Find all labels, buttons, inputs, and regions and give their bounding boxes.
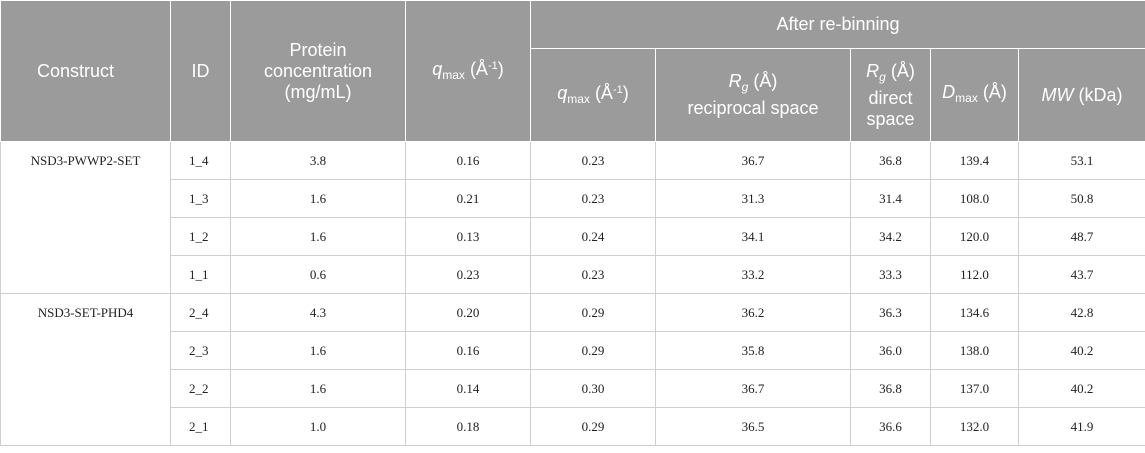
qmax-cell: 0.21: [405, 179, 531, 218]
rg-dir-cell: 36.0: [850, 331, 931, 370]
mw-cell: 50.8: [1017, 179, 1145, 218]
qmax-cell: 0.14: [405, 369, 531, 408]
qmax-cell: 0.16: [405, 141, 531, 180]
table-row: 1_1 0.6 0.23 0.23 33.2 33.3 112.0 43.7: [1, 255, 1145, 294]
id-cell: 1_1: [170, 255, 231, 294]
qmax-cell: 0.13: [405, 217, 531, 256]
qmax-rb-cell: 0.23: [530, 141, 656, 180]
header-qmax-rebinned: qmax (Å-1): [530, 48, 656, 142]
dmax-cell: 132.0: [930, 407, 1019, 446]
rg-rec-cell: 34.1: [655, 217, 851, 256]
rg-rec-cell: 36.7: [655, 369, 851, 408]
rg-dir-cell: 36.8: [850, 369, 931, 408]
qmax-rb-cell: 0.29: [530, 331, 656, 370]
header-rg-direct: Rg (Å) direct space: [850, 48, 931, 142]
header-mw: MW (kDa): [1017, 48, 1145, 142]
table-row: 1_2 1.6 0.13 0.24 34.1 34.2 120.0 48.7: [1, 217, 1145, 256]
dmax-cell: 108.0: [930, 179, 1019, 218]
dmax-cell: 112.0: [930, 255, 1019, 294]
qmax-rb-cell: 0.29: [530, 407, 656, 446]
header-after-rebinning: After re-binning: [529, 0, 1145, 49]
rg-dir-cell: 36.8: [850, 141, 931, 180]
id-cell: 2_1: [170, 407, 231, 446]
dmax-cell: 137.0: [930, 369, 1019, 408]
mw-cell: 40.2: [1017, 369, 1145, 408]
conc-cell: 3.8: [230, 141, 406, 180]
id-cell: 1_3: [170, 179, 231, 218]
header-protein-concentration: Protein concentration (mg/mL): [230, 0, 406, 142]
conc-cell: 1.6: [230, 369, 406, 408]
rg-dir-cell: 36.6: [850, 407, 931, 446]
qmax-cell: 0.18: [405, 407, 531, 446]
rg-rec-cell: 33.2: [655, 255, 851, 294]
qmax-rb-cell: 0.29: [530, 293, 656, 332]
qmax-cell: 0.23: [405, 255, 531, 294]
qmax-rb-cell: 0.24: [530, 217, 656, 256]
id-cell: 2_2: [170, 369, 231, 408]
qmax-cell: 0.20: [405, 293, 531, 332]
rg-dir-cell: 36.3: [850, 293, 931, 332]
mw-cell: 53.1: [1017, 141, 1145, 180]
mw-cell: 41.9: [1017, 407, 1145, 446]
qmax-cell: 0.16: [405, 331, 531, 370]
conc-cell: 1.0: [230, 407, 406, 446]
header-rg-reciprocal: Rg (Å) reciprocal space: [655, 48, 851, 142]
rg-rec-cell: 31.3: [655, 179, 851, 218]
conc-cell: 1.6: [230, 217, 406, 256]
conc-cell: 1.6: [230, 331, 406, 370]
header-construct: Construct: [0, 0, 171, 142]
id-cell: 1_4: [170, 141, 231, 180]
construct-cell: NSD3-SET-PHD4: [0, 293, 171, 446]
qmax-rb-cell: 0.23: [530, 255, 656, 294]
table-row: NSD3-PWWP2-SET 1_4 3.8 0.16 0.23 36.7 36…: [0, 141, 1145, 294]
mw-cell: 40.2: [1017, 331, 1145, 370]
construct-cell: NSD3-PWWP2-SET: [0, 141, 171, 294]
rg-dir-cell: 31.4: [850, 179, 931, 218]
header-row-top: Construct ID Protein concentration (mg/m…: [0, 0, 1145, 142]
rg-rec-cell: 36.5: [655, 407, 851, 446]
rg-dir-cell: 34.2: [850, 217, 931, 256]
table-row: NSD3-SET-PHD4 2_4 4.3 0.20 0.29 36.2 36.…: [0, 293, 1145, 446]
table-row: 2_1 1.0 0.18 0.29 36.5 36.6 132.0 41.9: [1, 407, 1145, 446]
rg-rec-cell: 36.7: [655, 141, 851, 180]
rg-rec-cell: 36.2: [655, 293, 851, 332]
conc-cell: 4.3: [230, 293, 406, 332]
table-row: 1_3 1.6 0.21 0.23 31.3 31.4 108.0 50.8: [1, 179, 1145, 218]
mw-cell: 42.8: [1017, 293, 1145, 332]
dmax-cell: 134.6: [930, 293, 1019, 332]
qmax-rb-cell: 0.23: [530, 179, 656, 218]
dmax-cell: 120.0: [930, 217, 1019, 256]
header-row-sub: qmax (Å-1) Rg (Å) reciprocal space Rg (Å)…: [1, 48, 1145, 142]
header-qmax: qmax (Å-1): [405, 0, 531, 142]
mw-cell: 48.7: [1017, 217, 1145, 256]
rg-dir-cell: 33.3: [850, 255, 931, 294]
table-row: 2_2 1.6 0.14 0.30 36.7 36.8 137.0 40.2: [1, 369, 1145, 408]
conc-cell: 1.6: [230, 179, 406, 218]
table-row: 2_3 1.6 0.16 0.29 35.8 36.0 138.0 40.2: [1, 331, 1145, 370]
header-dmax: Dmax (Å): [930, 48, 1019, 142]
id-cell: 2_4: [170, 293, 231, 332]
mw-cell: 43.7: [1017, 255, 1145, 294]
rg-rec-cell: 35.8: [655, 331, 851, 370]
dmax-cell: 139.4: [930, 141, 1019, 180]
dmax-cell: 138.0: [930, 331, 1019, 370]
header-id: ID: [170, 0, 231, 142]
conc-cell: 0.6: [230, 255, 406, 294]
qmax-rb-cell: 0.30: [530, 369, 656, 408]
id-cell: 1_2: [170, 217, 231, 256]
id-cell: 2_3: [170, 331, 231, 370]
